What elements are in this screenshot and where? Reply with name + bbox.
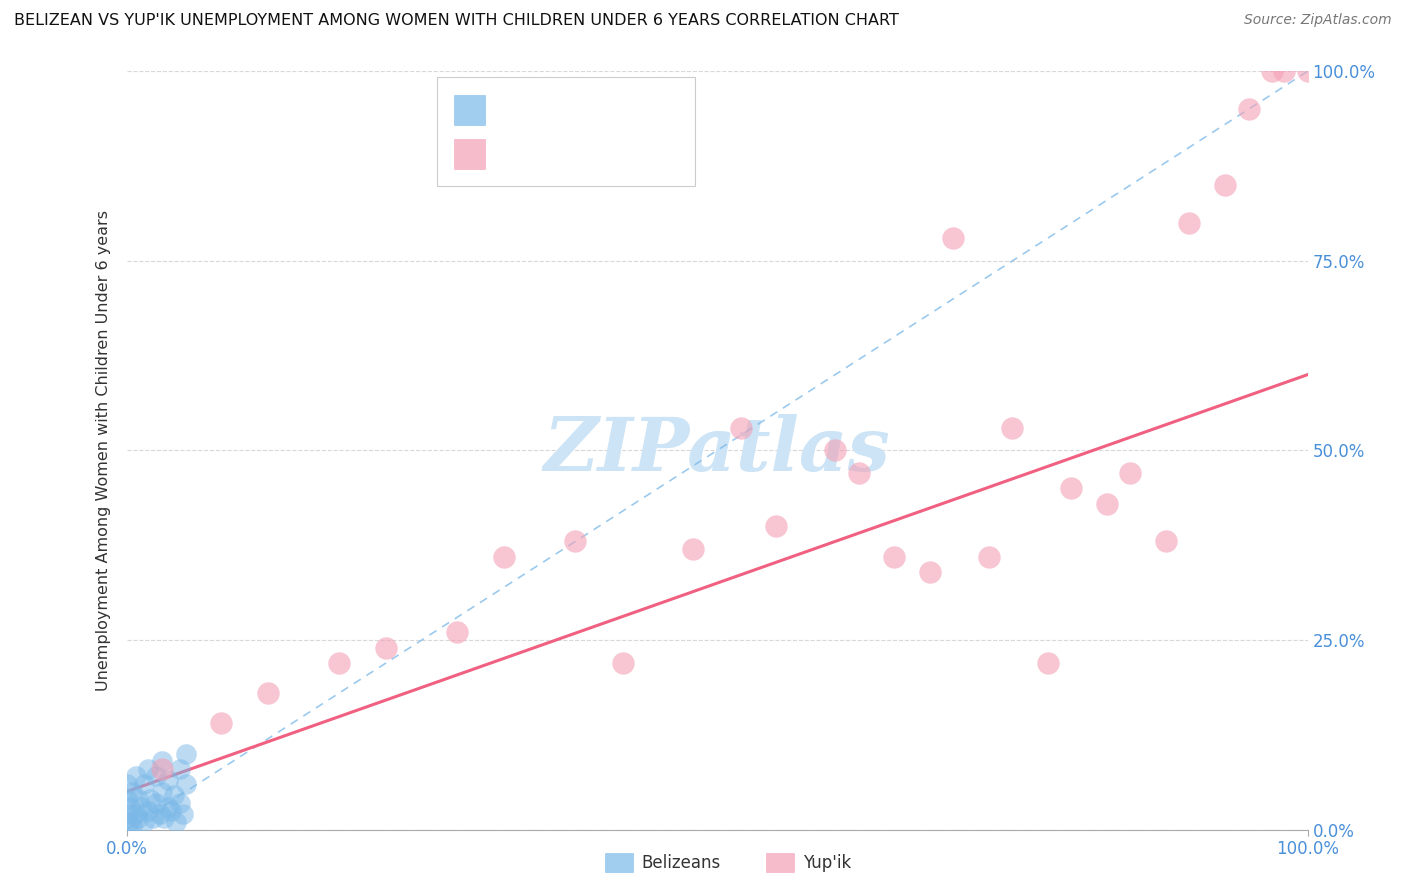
Point xyxy=(139,792,162,806)
Point xyxy=(942,231,965,245)
Text: Source: ZipAtlas.com: Source: ZipAtlas.com xyxy=(1244,13,1392,28)
Point xyxy=(156,773,179,788)
Point xyxy=(118,815,141,830)
Text: Belizeans: Belizeans xyxy=(641,854,720,871)
Point xyxy=(150,755,173,769)
Point xyxy=(149,807,172,822)
Point xyxy=(174,747,197,761)
Point xyxy=(127,792,149,806)
Point xyxy=(1154,534,1177,549)
Point xyxy=(174,777,197,791)
Text: BELIZEAN VS YUP'IK UNEMPLOYMENT AMONG WOMEN WITH CHILDREN UNDER 6 YEARS CORRELAT: BELIZEAN VS YUP'IK UNEMPLOYMENT AMONG WO… xyxy=(14,13,898,29)
Point xyxy=(165,815,187,830)
Point xyxy=(1060,482,1083,496)
Point xyxy=(134,777,156,791)
Point xyxy=(1237,102,1260,116)
Point xyxy=(150,785,173,799)
Point xyxy=(115,807,138,822)
Point xyxy=(564,534,586,549)
Y-axis label: Unemployment Among Women with Children Under 6 years: Unemployment Among Women with Children U… xyxy=(96,210,111,691)
Point xyxy=(848,466,870,480)
Point xyxy=(127,811,149,825)
Point xyxy=(115,777,138,791)
Point xyxy=(1213,178,1236,193)
Point xyxy=(883,549,905,564)
Point xyxy=(125,807,148,822)
Point xyxy=(1001,421,1024,435)
Point xyxy=(169,762,191,776)
Point xyxy=(1095,496,1118,510)
Point xyxy=(121,819,143,833)
Point xyxy=(141,811,163,825)
Point xyxy=(494,549,516,564)
Text: N = 30: N = 30 xyxy=(588,145,655,162)
Point xyxy=(977,549,1000,564)
Text: N = 35: N = 35 xyxy=(588,101,655,119)
Point xyxy=(136,762,159,776)
Point xyxy=(163,789,186,803)
Point xyxy=(328,656,350,670)
Point xyxy=(115,822,138,837)
Point xyxy=(824,443,846,458)
Text: ZIPatlas: ZIPatlas xyxy=(544,414,890,487)
Point xyxy=(682,541,704,557)
Point xyxy=(257,686,280,700)
Point xyxy=(209,716,232,731)
Point xyxy=(918,565,941,579)
Point xyxy=(1119,466,1142,480)
Point xyxy=(375,640,398,655)
Text: Yup'ik: Yup'ik xyxy=(803,854,851,871)
Point xyxy=(120,800,142,814)
Point xyxy=(125,769,148,784)
Point xyxy=(612,656,634,670)
Point xyxy=(145,796,167,810)
Point xyxy=(121,785,143,799)
Point xyxy=(1272,64,1295,78)
Point xyxy=(136,804,159,818)
Point xyxy=(446,625,468,640)
Point xyxy=(1036,656,1059,670)
Point xyxy=(156,800,179,814)
Point xyxy=(1261,64,1284,78)
Point xyxy=(1296,64,1319,78)
Point xyxy=(160,804,183,818)
Point xyxy=(134,815,156,830)
Text: R = 0.150: R = 0.150 xyxy=(494,101,592,119)
Point xyxy=(169,796,191,810)
Point xyxy=(730,421,752,435)
Point xyxy=(115,792,138,806)
Point xyxy=(765,519,787,533)
Point xyxy=(145,769,167,784)
Point xyxy=(172,807,194,822)
Point xyxy=(129,800,152,814)
Point xyxy=(150,762,173,776)
Point xyxy=(1178,216,1201,230)
Point xyxy=(153,811,176,825)
Text: R = 0.597: R = 0.597 xyxy=(494,145,592,162)
